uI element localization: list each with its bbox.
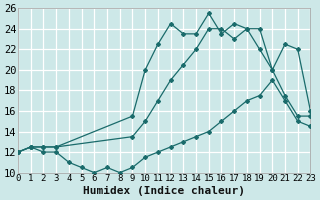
X-axis label: Humidex (Indice chaleur): Humidex (Indice chaleur): [83, 186, 245, 196]
